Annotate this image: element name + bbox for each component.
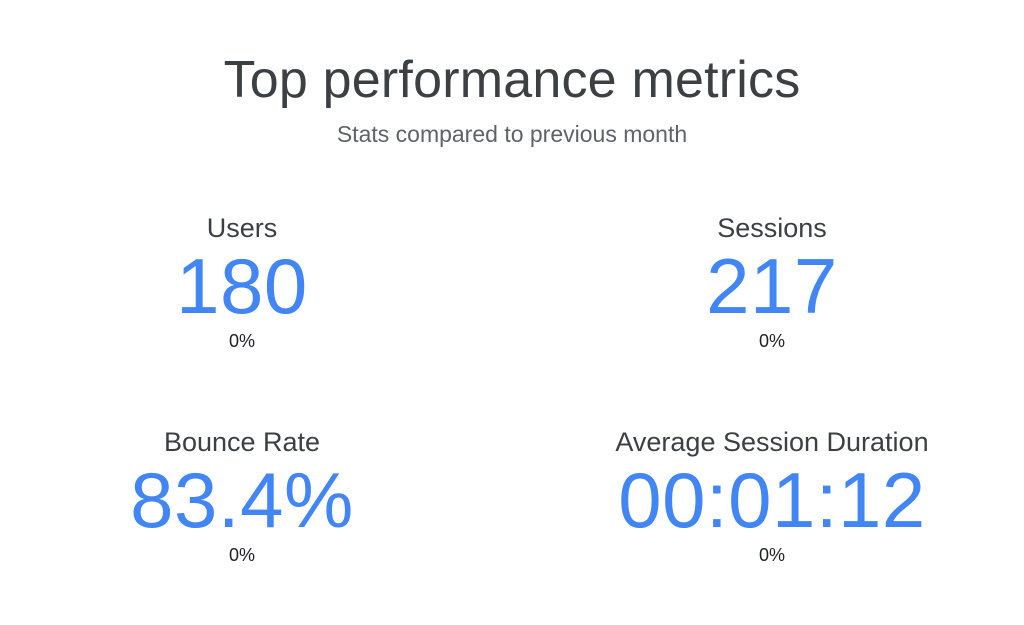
scorecard-change: 0% bbox=[758, 545, 785, 565]
scorecard-value: 180 bbox=[176, 242, 308, 330]
scorecard-change: 0% bbox=[228, 331, 255, 351]
scorecard-users: Users 180 0% bbox=[12, 212, 472, 352]
scorecard-sessions: Sessions 217 0% bbox=[542, 212, 1002, 352]
scorecard-value: 217 bbox=[706, 242, 838, 330]
scorecard-label: Sessions bbox=[717, 213, 827, 243]
scorecard-value: 83.4% bbox=[130, 456, 354, 544]
scorecard-change: 0% bbox=[758, 331, 785, 351]
page-subtitle: Stats compared to previous month bbox=[336, 121, 688, 147]
page-title: Top performance metrics bbox=[223, 51, 801, 109]
scorecard-bounce-rate: Bounce Rate 83.4% 0% bbox=[12, 426, 472, 566]
scorecard-change: 0% bbox=[228, 545, 255, 565]
scorecard-average-session-duration: Average Session Duration 00:01:12 0% bbox=[542, 426, 1002, 566]
scorecard-label: Users bbox=[206, 213, 278, 243]
scorecard-label: Average Session Duration bbox=[615, 427, 929, 457]
scorecard-label: Bounce Rate bbox=[163, 427, 321, 457]
report-header: Top performance metrics Stats compared t… bbox=[0, 48, 1024, 148]
scorecard-value: 00:01:12 bbox=[618, 456, 926, 544]
